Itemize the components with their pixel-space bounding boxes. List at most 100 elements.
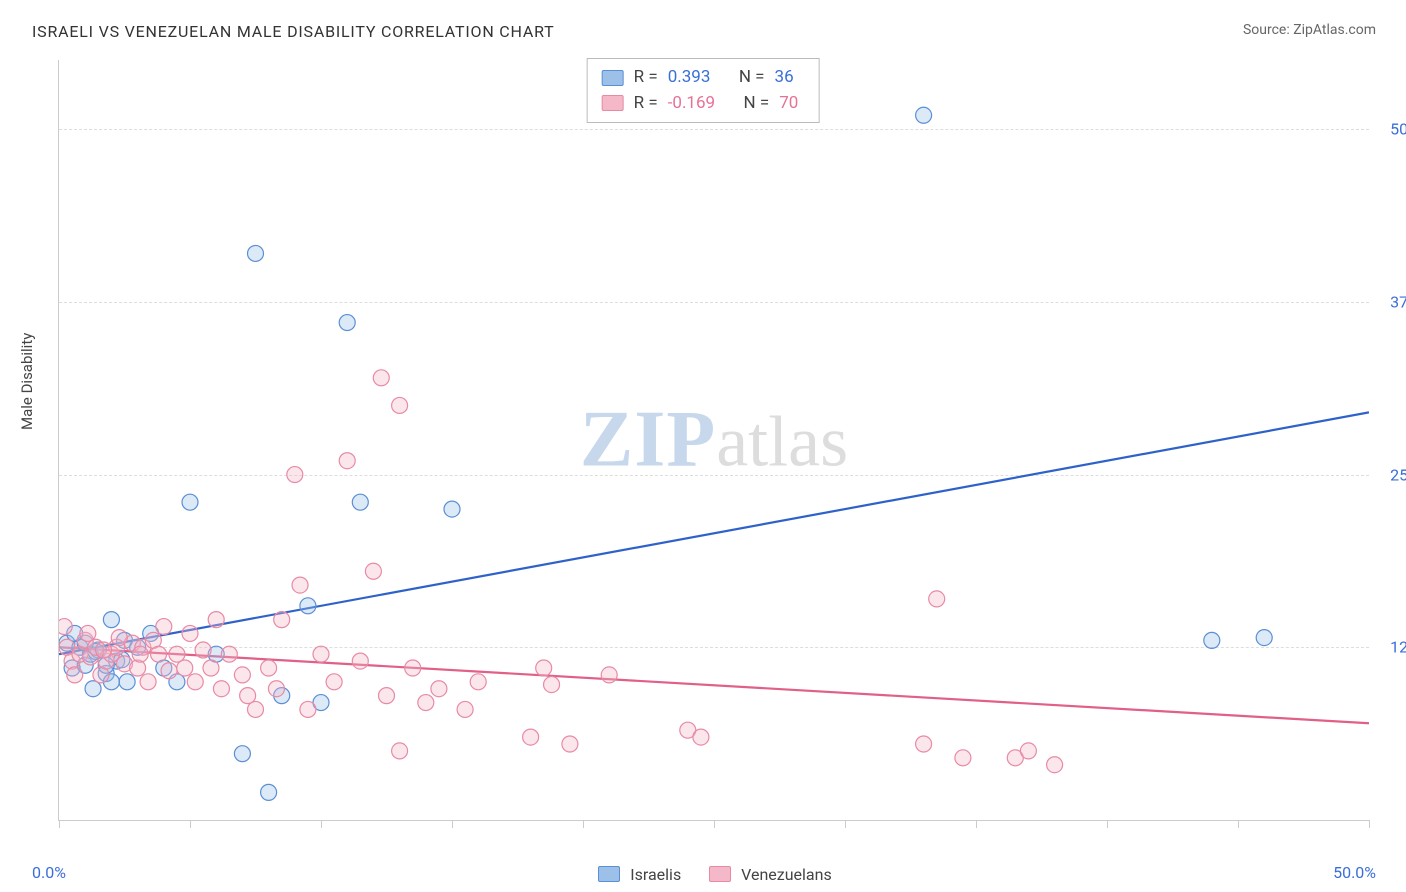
data-point xyxy=(93,667,109,683)
data-point xyxy=(379,688,395,704)
data-point xyxy=(536,660,552,676)
data-point xyxy=(365,563,381,579)
legend-swatch-venezuelans xyxy=(709,866,731,882)
data-point xyxy=(156,660,172,676)
data-point xyxy=(85,681,101,697)
data-point xyxy=(418,695,434,711)
legend-bottom: Israelis Venezuelans xyxy=(0,865,1406,884)
data-point xyxy=(457,701,473,717)
data-point xyxy=(140,674,156,690)
data-point xyxy=(59,619,72,635)
data-point xyxy=(693,729,709,745)
data-point xyxy=(67,667,83,683)
data-point xyxy=(234,667,250,683)
data-point xyxy=(98,666,114,682)
data-point xyxy=(111,630,127,646)
data-point xyxy=(187,674,203,690)
data-point xyxy=(300,701,316,717)
data-point xyxy=(234,746,250,762)
data-point xyxy=(77,632,93,648)
stats-row-israelis: R = 0.393 N = 36 xyxy=(602,65,799,91)
y-tick-label: 50.0% xyxy=(1379,120,1406,139)
x-tick xyxy=(1238,820,1239,828)
data-point xyxy=(98,653,114,669)
gridline xyxy=(59,302,1369,303)
data-point xyxy=(130,660,146,676)
data-point xyxy=(59,635,75,651)
source-prefix: Source: xyxy=(1243,22,1293,38)
r-value-venezuelans: -0.169 xyxy=(668,91,715,117)
x-tick xyxy=(583,820,584,828)
x-tick xyxy=(714,820,715,828)
r-value-israelis: 0.393 xyxy=(668,65,711,91)
trendline-israelis xyxy=(59,412,1369,654)
y-tick-label: 25.0% xyxy=(1379,465,1406,484)
data-point xyxy=(145,632,161,648)
r-label: R = xyxy=(634,91,658,117)
x-tick xyxy=(976,820,977,828)
data-point xyxy=(82,646,98,662)
n-value-venezuelans: 70 xyxy=(779,91,798,117)
data-point xyxy=(352,653,368,669)
watermark-right: atlas xyxy=(716,402,848,482)
data-point xyxy=(300,598,316,614)
data-point xyxy=(213,681,229,697)
data-point xyxy=(90,642,106,658)
data-point xyxy=(208,646,224,662)
data-point xyxy=(1007,750,1023,766)
data-point xyxy=(313,695,329,711)
data-point xyxy=(392,397,408,413)
data-point xyxy=(103,612,119,628)
stats-row-venezuelans: R = -0.169 N = 70 xyxy=(602,91,799,117)
y-axis-label: Male Disability xyxy=(18,333,36,430)
chart-title: ISRAELI VS VENEZUELAN MALE DISABILITY CO… xyxy=(32,22,555,41)
data-point xyxy=(916,107,932,123)
data-point xyxy=(169,646,185,662)
data-point xyxy=(64,660,80,676)
source-name: ZipAtlas.com xyxy=(1293,22,1376,38)
data-point xyxy=(1256,630,1272,646)
n-label: N = xyxy=(739,65,765,91)
legend-swatch-israelis xyxy=(598,866,620,882)
data-point xyxy=(248,245,264,261)
data-point xyxy=(680,722,696,738)
x-tick xyxy=(1369,820,1370,828)
y-tick-label: 12.5% xyxy=(1379,638,1406,657)
data-point xyxy=(431,681,447,697)
data-point xyxy=(470,674,486,690)
data-point xyxy=(124,635,140,651)
data-point xyxy=(274,612,290,628)
x-tick xyxy=(59,820,60,828)
data-point xyxy=(261,660,277,676)
data-point xyxy=(156,619,172,635)
y-tick-label: 37.5% xyxy=(1379,292,1406,311)
data-point xyxy=(151,646,167,662)
data-point xyxy=(1020,743,1036,759)
x-tick xyxy=(190,820,191,828)
n-value-israelis: 36 xyxy=(775,65,794,91)
data-point xyxy=(117,632,133,648)
data-point xyxy=(268,681,284,697)
data-point xyxy=(544,677,560,693)
data-point xyxy=(274,688,290,704)
data-point xyxy=(955,750,971,766)
data-point xyxy=(248,701,264,717)
data-point xyxy=(77,657,93,673)
data-point xyxy=(109,653,125,669)
data-point xyxy=(98,657,114,673)
data-point xyxy=(523,729,539,745)
watermark-left: ZIP xyxy=(580,396,716,484)
data-point xyxy=(929,591,945,607)
data-point xyxy=(208,612,224,628)
chart-svg xyxy=(59,60,1369,820)
data-point xyxy=(1204,632,1220,648)
data-point xyxy=(601,667,617,683)
watermark: ZIPatlas xyxy=(580,395,848,486)
plot-area: ZIPatlas 12.5%25.0%37.5%50.0% xyxy=(58,60,1369,821)
n-label: N = xyxy=(744,91,770,117)
gridline xyxy=(59,129,1369,130)
gridline xyxy=(59,475,1369,476)
data-point xyxy=(119,674,135,690)
data-point xyxy=(405,660,421,676)
data-point xyxy=(117,656,133,672)
